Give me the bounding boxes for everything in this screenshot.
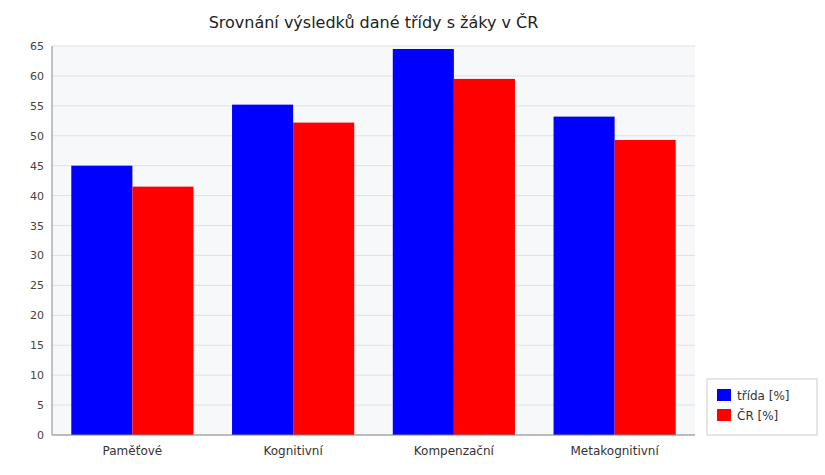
y-tick-label: 60 [30,70,44,83]
bar [71,166,132,435]
legend-box [707,379,817,435]
x-axis: Paměťové Kognitivní Kompenzační Metakogniti… [52,435,695,458]
title: Srovnání výsledků dané třídy s žáky v ČR [209,13,539,32]
y-tick-label: 50 [30,130,44,143]
y-tick-label: 25 [30,279,44,292]
bar [454,79,515,435]
grid [52,46,695,435]
grid-line [52,46,695,47]
legend-swatch [717,409,731,421]
bars [71,49,675,435]
y-tick-label: 20 [30,309,44,322]
bar [232,105,293,435]
bar [554,117,615,435]
grid-line [52,75,695,76]
x-tick-label: Metakognitivní [570,444,659,458]
plot-background [52,46,695,435]
bar [293,123,354,435]
bar [393,49,454,435]
y-tick-label: 40 [30,190,44,203]
y-tick-label: 35 [30,220,44,233]
chart-container: 0 5 10 15 20 25 30 35 40 45 50 55 60 65 Paměťové Kognit… [0,0,825,475]
y-tick-label: 45 [30,160,44,173]
y-tick-label: 15 [30,339,44,352]
x-axis-line [52,435,695,436]
legend-label: třída [%] [737,389,790,403]
y-axis-line [52,46,53,435]
y-tick-label: 30 [30,249,44,262]
y-tick-label: 5 [37,399,44,412]
chart-svg: 0 5 10 15 20 25 30 35 40 45 50 55 60 65 Paměťové Kognit… [0,0,825,475]
x-tick-label: Paměťové [103,444,163,458]
y-axis: 0 5 10 15 20 25 30 35 40 45 50 55 60 65 [30,40,52,442]
y-tick-label: 0 [37,429,44,442]
grid-line [52,435,695,436]
legend-label: ČR [%] [737,408,778,423]
bar [132,187,193,435]
grid-line [52,105,695,106]
x-tick-label: Kognitivní [264,444,324,458]
y-tick-label: 55 [30,100,44,113]
x-tick-label: Kompenzační [414,444,495,458]
legend-swatch [717,389,731,401]
y-tick-label: 10 [30,369,44,382]
legend: třída [%] ČR [%] [707,379,817,435]
bar [615,140,676,435]
y-tick-label: 65 [30,40,44,53]
